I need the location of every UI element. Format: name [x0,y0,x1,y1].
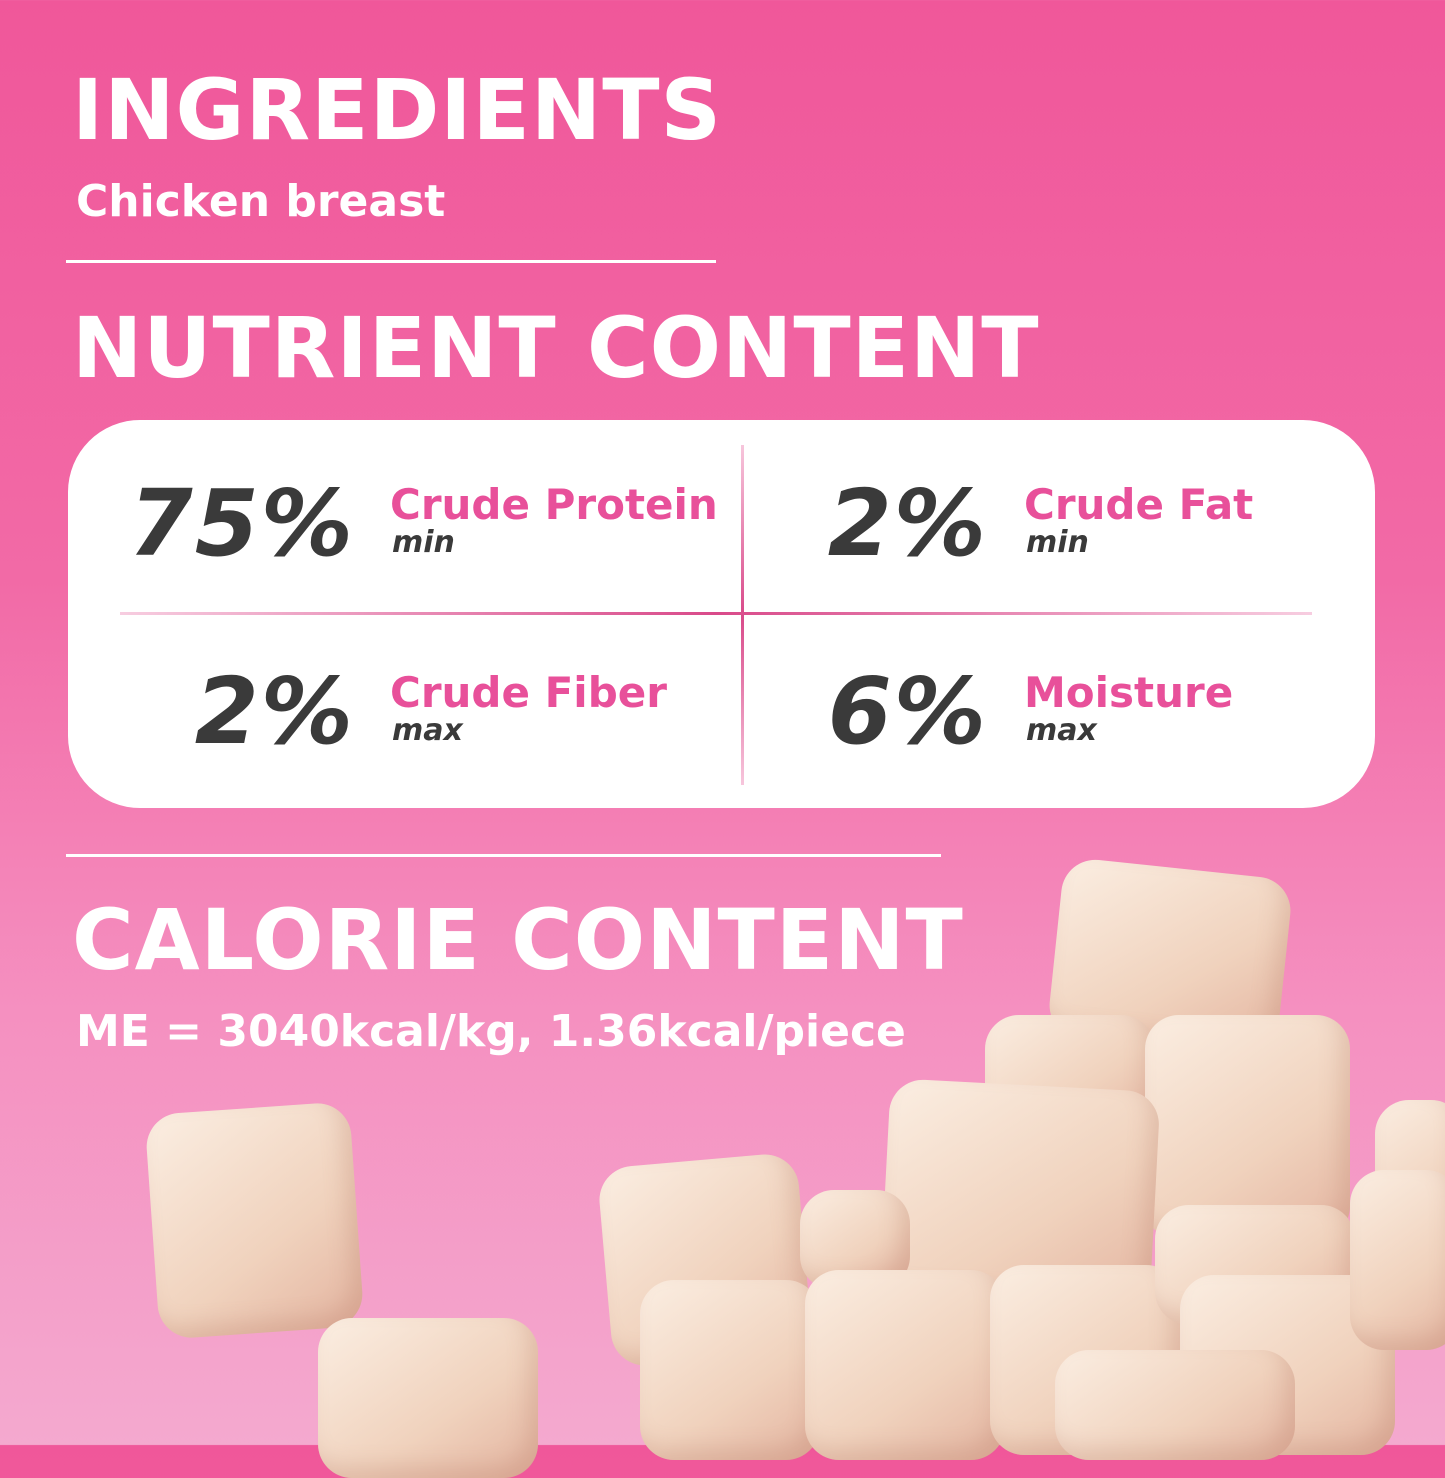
calorie-title: CALORIE CONTENT [72,891,964,989]
nutrient-qualifier: min [1026,525,1089,560]
nutrient-label: Crude Fiber [390,668,667,717]
nutrient-qualifier: max [392,713,463,748]
nutrient-label: Crude Fat [1024,480,1254,529]
cube [805,1270,1005,1460]
nutrient-value: 2% [827,470,988,577]
nutrient-qualifier: max [1026,713,1097,748]
nutrient-label: Crude Protein [390,480,718,529]
ingredients-text: Chicken breast [76,176,446,227]
calorie-text: ME = 3040kcal/kg, 1.36kcal/piece [76,1006,906,1057]
cube [1145,1015,1350,1240]
cube [318,1318,538,1478]
nutrient-qualifier: min [392,525,455,560]
card-horizontal-divider [120,612,1312,615]
divider [66,260,716,263]
nutrient-value: 6% [827,658,988,765]
ingredients-title: INGREDIENTS [72,61,723,159]
nutrient-label: Moisture [1024,668,1234,717]
card-vertical-divider [741,445,744,785]
cube [1055,1350,1295,1460]
cube [144,1101,365,1340]
nutrient-value: 75% [128,470,355,577]
nutrient-value: 2% [194,658,355,765]
cube [640,1280,820,1460]
nutrient-title: NUTRIENT CONTENT [72,299,1040,397]
cube [1350,1170,1445,1350]
divider [66,854,941,857]
